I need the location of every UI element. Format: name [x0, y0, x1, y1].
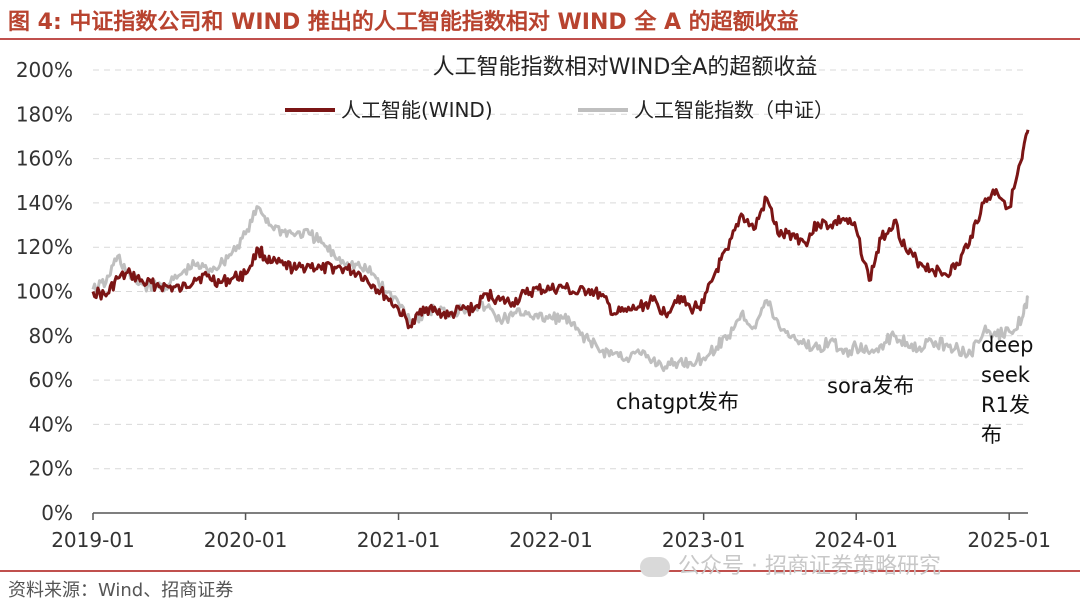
x-tick-label: 2020-01 [204, 528, 288, 552]
axes: 0% 20% 40% 60% 80% 100% 120% 140% 160% 180% 200% 20… [16, 58, 1051, 552]
y-tick-label: 100% [16, 280, 73, 304]
chart: 0% 20% 40% 60% 80% 100% 120% 140% 160% 180% 200% 20… [16, 55, 1051, 552]
grid [93, 69, 1028, 470]
y-tick-label: 0% [41, 501, 73, 525]
y-tick-label: 120% [16, 235, 73, 259]
y-tick-label: 200% [16, 58, 73, 82]
chart-title: 人工智能指数相对WIND全A的超额收益 [433, 55, 818, 80]
header-rule [0, 38, 1080, 40]
annotation-text: seek [981, 363, 1031, 387]
series-line-wind [91, 129, 1030, 330]
y-tick-label: 20% [29, 457, 73, 481]
series-line-csi [91, 205, 1030, 373]
source-note: 资料来源：Wind、招商证券 [8, 580, 234, 601]
legend-label: 人工智能(WIND) [341, 98, 493, 122]
annotation-text: 布 [981, 423, 1002, 447]
y-tick-label: 80% [29, 324, 73, 348]
y-tick-label: 180% [16, 102, 73, 126]
x-tick-label: 2022-01 [509, 528, 593, 552]
watermark: 公众号 · 招商证券策略研究 [640, 548, 941, 580]
annotation-text: deep [981, 333, 1034, 357]
x-tick-label: 2024-01 [814, 528, 898, 552]
legend-label: 人工智能指数（中证） [634, 98, 834, 122]
x-tick-label: 2019-01 [51, 528, 135, 552]
y-tick-label: 60% [29, 368, 73, 392]
figure-title: 图 4: 中证指数公司和 WIND 推出的人工智能指数相对 WIND 全 A 的… [8, 10, 799, 35]
wechat-icon [640, 557, 670, 577]
x-tick-label: 2023-01 [662, 528, 746, 552]
annotation-text: R1发 [981, 393, 1030, 417]
y-tick-label: 140% [16, 191, 73, 215]
annotation-text: sora发布 [827, 374, 914, 398]
annotation-text: chatgpt发布 [616, 390, 739, 414]
footer-rule [0, 570, 1080, 572]
x-tick-label: 2021-01 [357, 528, 441, 552]
y-tick-label: 40% [29, 412, 73, 436]
y-tick-label: 160% [16, 147, 73, 171]
series [91, 129, 1030, 373]
x-tick-label: 2025-01 [967, 528, 1051, 552]
watermark-text: 公众号 · 招商证券策略研究 [678, 554, 941, 579]
legend: 人工智能(WIND) 人工智能指数（中证） [285, 98, 834, 122]
